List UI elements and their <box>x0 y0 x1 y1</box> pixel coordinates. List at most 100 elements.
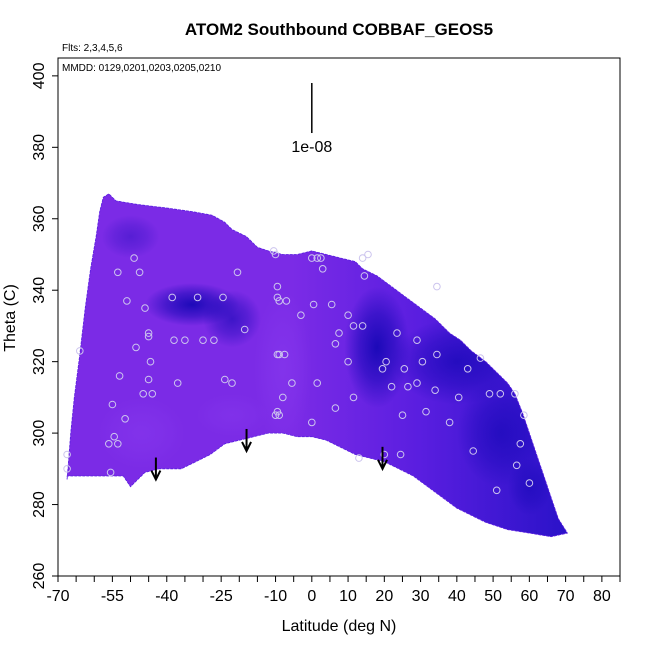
observation-point <box>297 311 305 320</box>
observation-point <box>193 293 202 302</box>
observation-point <box>355 454 363 462</box>
observation-point <box>331 404 340 412</box>
observation-point <box>309 300 318 309</box>
observation-point <box>313 254 322 262</box>
observation-point <box>199 336 207 345</box>
x-tick-label: 70 <box>557 588 575 605</box>
y-axis-label: Theta (C) <box>2 284 19 352</box>
observation-point <box>219 293 227 302</box>
observation-point <box>431 386 439 395</box>
observation-point <box>146 357 155 366</box>
arrow-marker <box>241 428 252 454</box>
y-tick-label: 260 <box>31 563 48 590</box>
observation-point <box>123 297 131 305</box>
observation-point <box>358 254 367 262</box>
observation-point <box>221 375 229 384</box>
observation-point <box>108 400 117 409</box>
observation-point <box>63 465 71 473</box>
observation-point <box>396 450 405 459</box>
observation-point <box>469 447 478 455</box>
dark-region <box>101 215 160 259</box>
observation-point <box>492 486 501 495</box>
observation-point <box>148 390 157 398</box>
x-tick-label: -25 <box>210 588 233 605</box>
observation-point <box>275 411 284 420</box>
observation-point <box>275 297 284 305</box>
observation-point <box>144 329 153 337</box>
observation-point <box>76 347 84 355</box>
observation-point <box>454 393 463 402</box>
observation-point <box>404 382 412 391</box>
x-tick-label: 40 <box>448 588 466 605</box>
x-tick-label: 50 <box>484 588 502 605</box>
observation-point <box>114 268 122 277</box>
observation-point <box>308 254 316 262</box>
observation-point <box>233 268 242 277</box>
x-tick-label: 20 <box>375 588 393 605</box>
field-base <box>67 193 568 537</box>
observation-point <box>273 282 282 291</box>
light-region <box>97 397 185 469</box>
y-tick-label: 300 <box>31 420 48 447</box>
observation-point <box>413 379 421 387</box>
observation-point <box>273 350 282 359</box>
scale-bar-label: 1e-08 <box>291 139 332 156</box>
x-tick-label: -40 <box>155 588 178 605</box>
y-tick-label: 320 <box>31 348 48 375</box>
observation-point <box>139 390 147 398</box>
observation-point <box>418 357 427 366</box>
y-axis: 260 280 300 320 340 360 380 400 <box>31 62 58 589</box>
observation-point <box>168 293 176 302</box>
observation-point <box>114 440 122 448</box>
observation-point <box>349 322 358 330</box>
observation-point <box>181 336 189 345</box>
observation-point <box>463 365 472 373</box>
observation-point <box>110 432 118 441</box>
observation-point <box>288 379 296 387</box>
chart-title: ATOM2 Southbound COBBAF_GEOS5 <box>185 20 493 39</box>
observation-point <box>378 365 387 373</box>
observation-point <box>335 329 343 337</box>
observation-point <box>327 300 336 309</box>
y-tick-label: 280 <box>31 491 48 518</box>
x-tick-label: 0 <box>307 588 316 605</box>
observation-point <box>520 411 528 420</box>
arrows <box>150 428 388 482</box>
data-field <box>66 193 569 538</box>
observation-point <box>121 415 129 423</box>
observation-point <box>269 247 278 255</box>
observation-point <box>358 322 367 330</box>
observation-point <box>349 393 358 402</box>
observation-point <box>308 418 316 427</box>
observation-point <box>228 379 236 387</box>
observation-point <box>433 282 441 291</box>
observation-point <box>512 461 521 470</box>
observation-point <box>173 379 182 387</box>
observation-markers <box>63 247 534 495</box>
observation-point <box>115 372 124 380</box>
observation-point <box>271 250 280 259</box>
dates-note: MMDD: 0129,0201,0203,0205,0210 <box>62 63 221 74</box>
x-tick-label: 80 <box>593 588 611 605</box>
light-region <box>253 290 312 448</box>
observation-point <box>485 390 494 398</box>
observation-point <box>144 332 153 341</box>
observation-point <box>445 418 454 427</box>
x-tick-label: -10 <box>264 588 287 605</box>
x-tick-label: 60 <box>520 588 538 605</box>
x-tick-label: -70 <box>46 588 69 605</box>
observation-point <box>273 293 282 302</box>
observation-point <box>141 304 149 312</box>
observation-point <box>130 254 138 262</box>
observation-point <box>63 450 71 459</box>
observation-point <box>422 407 430 416</box>
field-edge <box>66 193 569 538</box>
observation-point <box>476 354 485 362</box>
observation-point <box>240 325 249 334</box>
y-tick-label: 340 <box>31 277 48 304</box>
observation-point <box>170 336 178 345</box>
observation-point <box>317 254 325 262</box>
plot-frame <box>57 57 621 577</box>
field-shading <box>67 193 568 537</box>
observation-point <box>511 390 519 398</box>
